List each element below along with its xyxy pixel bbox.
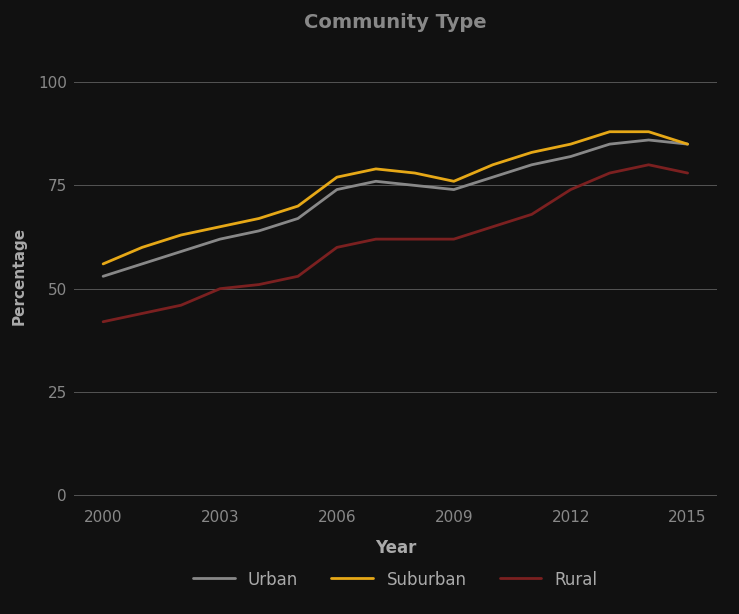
Rural: [254, 281, 263, 288]
Suburban: [528, 149, 537, 156]
Rural: [566, 186, 575, 193]
Suburban: [644, 128, 653, 136]
Urban: [683, 141, 692, 148]
Urban: [372, 177, 381, 185]
Rural: [137, 310, 146, 317]
Suburban: [99, 260, 108, 268]
Title: Community Type: Community Type: [304, 14, 487, 33]
Rural: [177, 301, 185, 309]
Line: Suburban: Suburban: [103, 132, 687, 264]
Rural: [644, 161, 653, 168]
Suburban: [410, 169, 419, 177]
Suburban: [605, 128, 614, 136]
Legend: Urban, Suburban, Rural: Urban, Suburban, Rural: [193, 571, 598, 589]
Suburban: [333, 174, 341, 181]
Suburban: [293, 203, 302, 210]
Rural: [293, 273, 302, 280]
Rural: [410, 235, 419, 243]
Urban: [488, 174, 497, 181]
Suburban: [449, 177, 458, 185]
Urban: [410, 182, 419, 189]
Urban: [644, 136, 653, 144]
Urban: [99, 273, 108, 280]
Suburban: [137, 244, 146, 251]
Rural: [488, 223, 497, 230]
Urban: [566, 153, 575, 160]
Y-axis label: Percentage: Percentage: [12, 227, 27, 325]
Suburban: [216, 223, 225, 230]
Rural: [605, 169, 614, 177]
Rural: [99, 318, 108, 325]
Line: Urban: Urban: [103, 140, 687, 276]
X-axis label: Year: Year: [375, 539, 416, 558]
Urban: [216, 235, 225, 243]
Urban: [605, 141, 614, 148]
Suburban: [372, 165, 381, 173]
Urban: [449, 186, 458, 193]
Urban: [137, 260, 146, 268]
Rural: [683, 169, 692, 177]
Urban: [333, 186, 341, 193]
Suburban: [683, 141, 692, 148]
Rural: [216, 285, 225, 292]
Suburban: [254, 215, 263, 222]
Urban: [293, 215, 302, 222]
Rural: [449, 235, 458, 243]
Rural: [333, 244, 341, 251]
Suburban: [488, 161, 497, 168]
Rural: [528, 211, 537, 218]
Suburban: [177, 231, 185, 239]
Suburban: [566, 141, 575, 148]
Urban: [254, 227, 263, 235]
Urban: [177, 248, 185, 255]
Rural: [372, 235, 381, 243]
Line: Rural: Rural: [103, 165, 687, 322]
Urban: [528, 161, 537, 168]
